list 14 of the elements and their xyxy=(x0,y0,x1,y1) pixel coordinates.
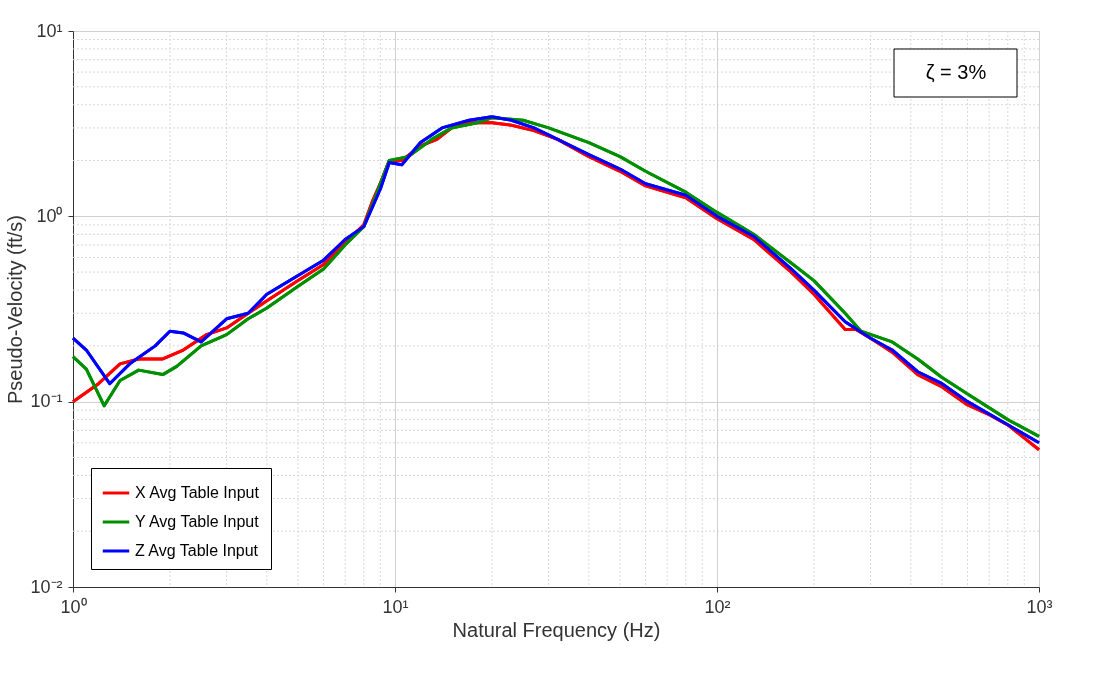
x-tick-label: 10³ xyxy=(1026,596,1053,617)
y-tick-label: 10⁻¹ xyxy=(30,391,63,412)
y-tick-label: 10¹ xyxy=(36,20,63,41)
x-tick-label: 10¹ xyxy=(382,596,409,617)
annotation: ζ = 3% xyxy=(925,61,987,83)
y-tick-label: 10⁻² xyxy=(30,576,63,597)
x-axis-title: Natural Frequency (Hz) xyxy=(452,618,661,641)
x-tick-label: 10² xyxy=(704,596,731,617)
legend-label: Z Avg Table Input xyxy=(135,542,259,559)
x-tick-label: 10⁰ xyxy=(60,596,87,617)
y-tick-label: 10⁰ xyxy=(36,205,63,226)
legend-label: Y Avg Table Input xyxy=(135,513,260,530)
y-axis-title: Pseudo-Velocity (ft/s) xyxy=(4,215,27,404)
legend-label: X Avg Table Input xyxy=(135,484,260,501)
